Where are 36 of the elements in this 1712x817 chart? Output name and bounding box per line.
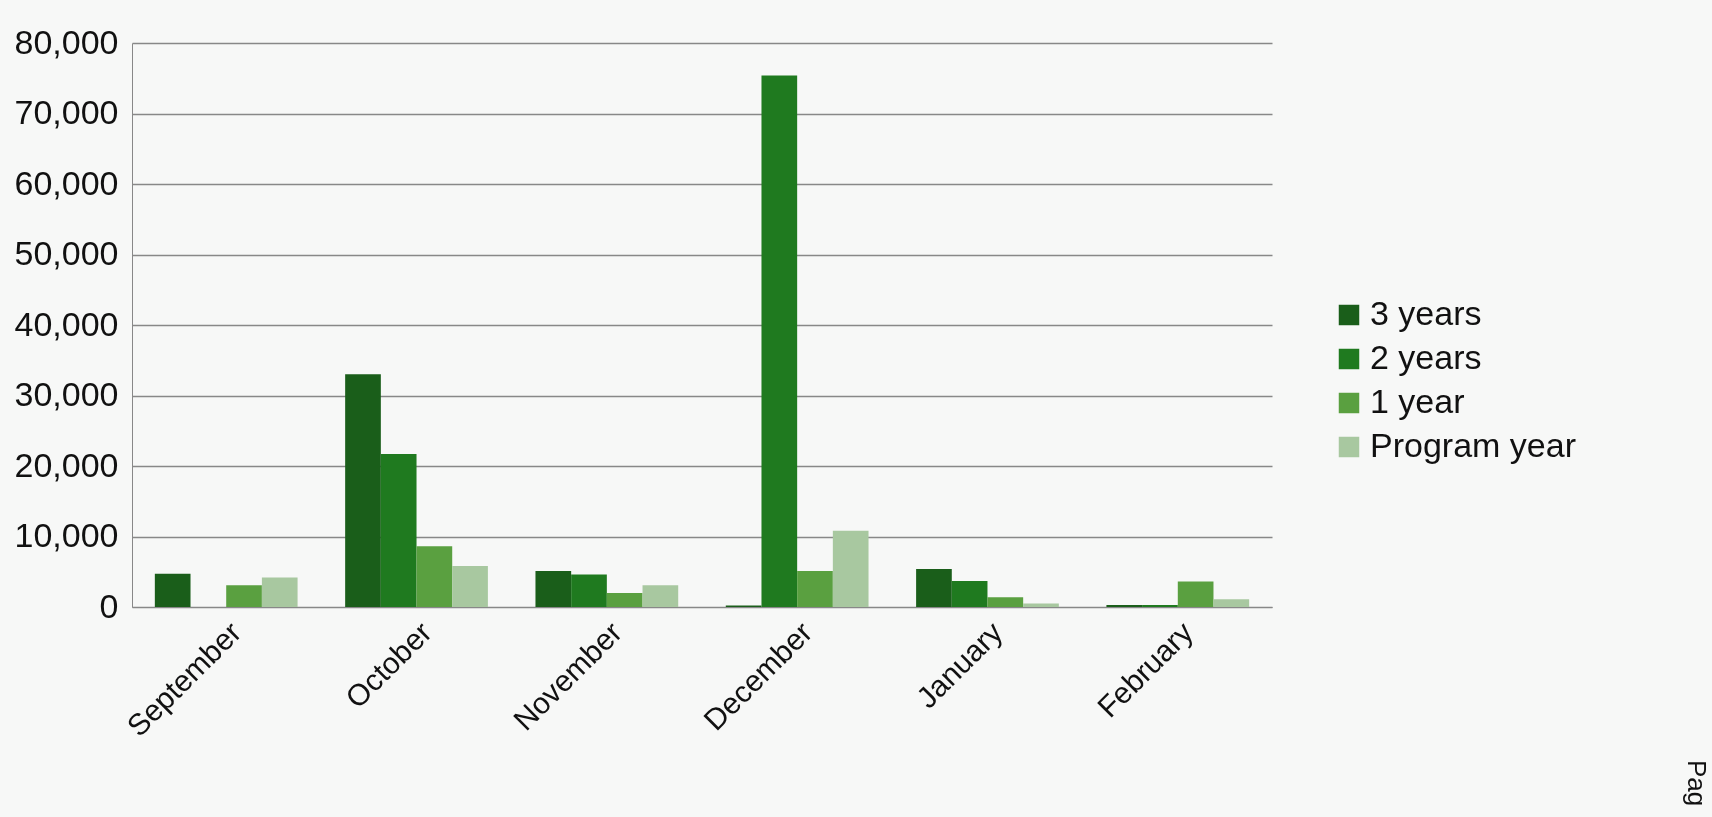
y-tick-label: 60,000 <box>14 163 119 202</box>
legend-label: 1 year <box>1370 382 1465 420</box>
y-tick-label: 30,000 <box>14 375 119 413</box>
bar <box>951 580 988 607</box>
bar <box>380 454 417 607</box>
bar <box>261 577 298 607</box>
bar <box>832 530 869 607</box>
bar <box>1106 604 1143 607</box>
bar <box>916 568 952 607</box>
bar <box>761 75 798 607</box>
bar <box>416 546 453 607</box>
bar <box>1213 599 1250 607</box>
legend-label: 3 years <box>1370 294 1482 332</box>
y-tick-label: 80,000 <box>14 22 119 61</box>
bar <box>606 592 643 607</box>
bar <box>987 597 1024 607</box>
y-tick-label: 40,000 <box>14 304 119 343</box>
bar <box>535 571 572 607</box>
bar <box>154 573 191 607</box>
bar <box>797 571 833 607</box>
bar <box>1142 604 1178 607</box>
text: Pag <box>1681 760 1712 807</box>
bar <box>452 566 488 607</box>
legend-label: Program year <box>1370 426 1576 464</box>
y-tick-label: 20,000 <box>14 445 119 484</box>
bar <box>1023 603 1059 607</box>
legend-label: 2 years <box>1370 338 1482 376</box>
y-tick-label: 70,000 <box>14 93 119 131</box>
y-tick-label: 0 <box>99 586 119 625</box>
bar <box>571 574 607 607</box>
y-tick-label: 50,000 <box>14 234 119 272</box>
bar <box>1177 581 1214 607</box>
bar <box>642 585 679 607</box>
bar <box>345 374 381 607</box>
y-tick-label: 10,000 <box>14 516 119 554</box>
bar <box>226 585 262 607</box>
